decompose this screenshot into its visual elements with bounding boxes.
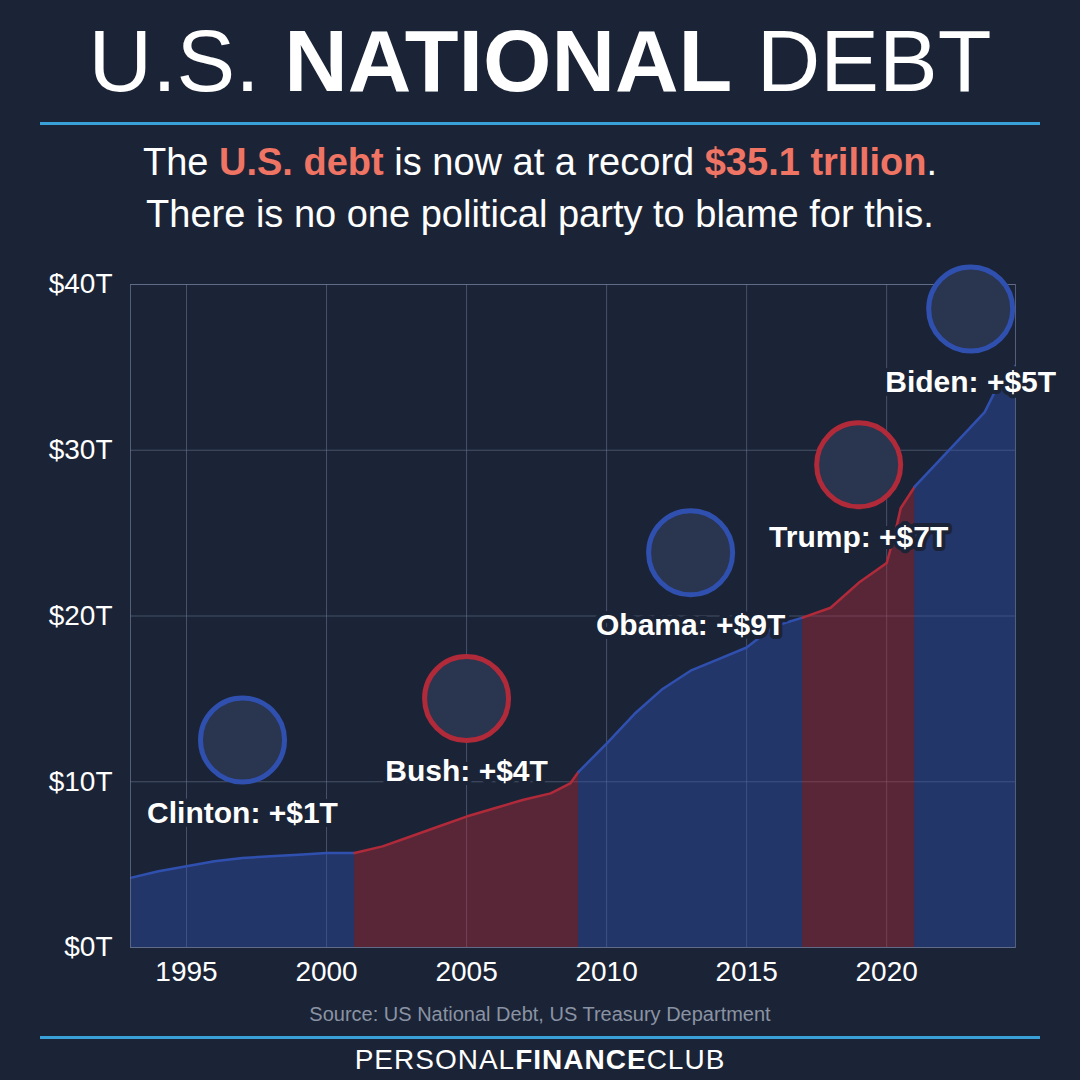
html-text:The U.S. debt is now at a reco: The U.S. debt is now at a record $35.1 t… (143, 141, 937, 183)
svg-text:Bush: +$4T: Bush: +$4T (385, 754, 548, 787)
svg-text:$30T: $30T (49, 434, 113, 465)
svg-text:$20T: $20T (49, 600, 113, 631)
svg-text:Trump: +$7T: Trump: +$7T (769, 520, 948, 553)
svg-text:2015: 2015 (715, 956, 777, 987)
svg-text:Biden: +$5T: Biden: +$5T (885, 365, 1056, 398)
svg-text:Obama: +$9T: Obama: +$9T (596, 608, 785, 641)
svg-text:$0T: $0T (64, 931, 112, 962)
svg-text:2005: 2005 (435, 956, 497, 987)
svg-text:Trump: +$7T: Trump: +$7T (769, 520, 948, 553)
svg-text:Clinton: +$1T: Clinton: +$1T (147, 796, 338, 829)
svg-text:2010: 2010 (575, 956, 637, 987)
html-text:U.S. NATIONAL DEBT: U.S. NATIONAL DEBT (88, 11, 992, 110)
html-text:Source: US National Debt, US T: Source: US National Debt, US Treasury De… (309, 1003, 771, 1025)
svg-text:Clinton: +$1T: Clinton: +$1T (147, 796, 338, 829)
svg-text:$10T: $10T (49, 766, 113, 797)
html-text:There is no one political part: There is no one political party to blame… (146, 193, 934, 235)
html-text:PERSONAL FINANCE CLUB: PERSONAL FINANCE CLUB (354, 1044, 726, 1075)
svg-text:1995: 1995 (155, 956, 217, 987)
svg-text:2020: 2020 (856, 956, 918, 987)
svg-text:Obama: +$9T: Obama: +$9T (596, 608, 785, 641)
svg-text:2000: 2000 (295, 956, 357, 987)
svg-text:$40T: $40T (49, 268, 113, 299)
svg-text:Biden: +$5T: Biden: +$5T (885, 365, 1056, 398)
svg-text:Bush: +$4T: Bush: +$4T (385, 754, 548, 787)
